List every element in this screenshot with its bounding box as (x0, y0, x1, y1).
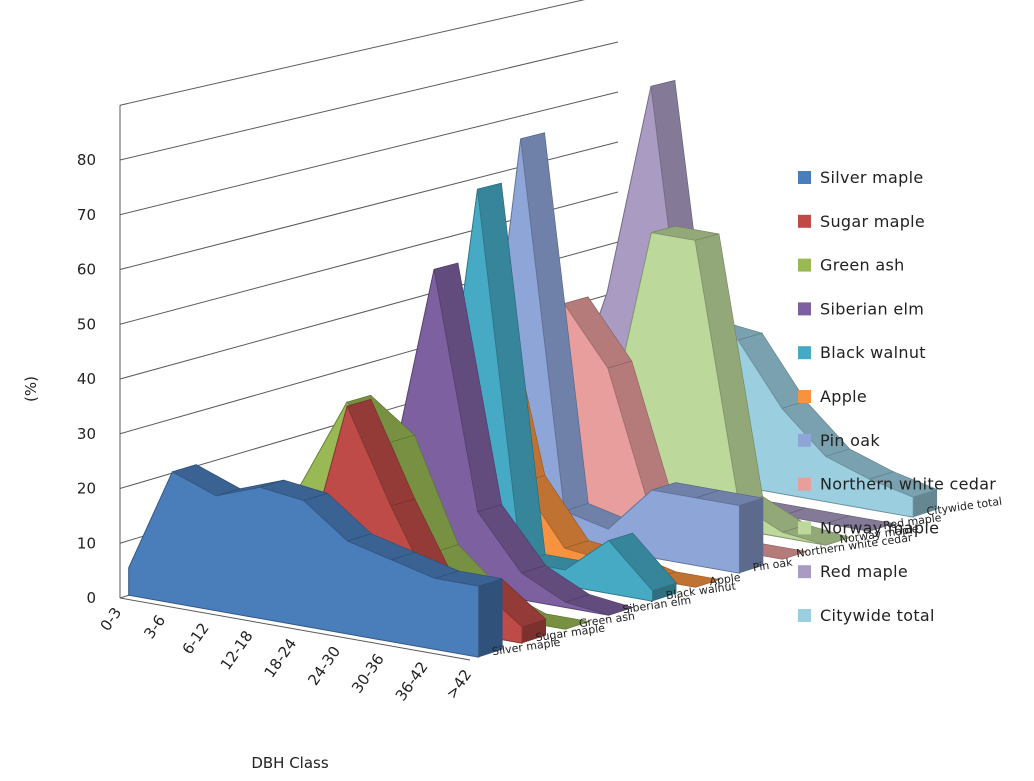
legend-swatch (798, 390, 811, 403)
legend-swatch (798, 478, 811, 491)
legend-swatch (798, 521, 811, 534)
legend-swatch (798, 171, 811, 184)
legend-label: Black walnut (820, 343, 926, 362)
legend-label: Siberian elm (820, 299, 924, 318)
y-tick-label: 10 (77, 534, 96, 552)
y-tick-label: 0 (86, 589, 96, 607)
x-tick-label: 30-36 (348, 650, 388, 696)
x-tick-label: 36-42 (392, 658, 432, 704)
legend-label: Pin oak (820, 431, 880, 450)
x-tick-label: 3-6 (140, 612, 169, 642)
x-tick-label: 6-12 (179, 619, 213, 657)
legend: Silver maple Sugar maple Green ash Siberian… (798, 168, 996, 625)
legend-swatch (798, 215, 811, 228)
y-tick-label: 80 (77, 151, 96, 169)
depth-axis-label: Citywide total (926, 495, 1003, 518)
legend-swatch (798, 434, 811, 447)
x-tick-label: >42 (442, 666, 475, 702)
legend-swatch (798, 302, 811, 315)
legend-label: Northern white cedar (820, 475, 996, 494)
depth-axis-label: Apple (709, 571, 742, 588)
y-tick-label: 70 (77, 206, 96, 224)
x-axis-title: DBH Class (251, 754, 329, 772)
legend-label: Citywide total (820, 606, 935, 625)
y-tick-label: 50 (77, 315, 96, 333)
y-tick-label: 60 (77, 261, 96, 279)
legend-swatch (798, 609, 811, 622)
legend-label: Norway maple (820, 518, 939, 537)
y-axis-title: (%) (22, 376, 40, 402)
legend-swatch (798, 346, 811, 359)
legend-label: Sugar maple (820, 212, 925, 231)
y-tick-label: 30 (77, 425, 96, 443)
legend-label: Green ash (820, 256, 905, 275)
legend-swatch (798, 259, 811, 272)
y-tick-label: 20 (77, 480, 96, 498)
legend-label: Apple (820, 387, 867, 406)
x-tick-label: 18-24 (261, 635, 301, 681)
x-tick-label: 12-18 (217, 627, 257, 673)
legend-label: Red maple (820, 562, 908, 581)
legend-swatch (798, 565, 811, 578)
x-tick-label: 24-30 (304, 643, 344, 689)
legend-label: Silver maple (820, 168, 923, 187)
x-tick-label: 0-3 (96, 604, 125, 634)
y-tick-label: 40 (77, 370, 96, 388)
